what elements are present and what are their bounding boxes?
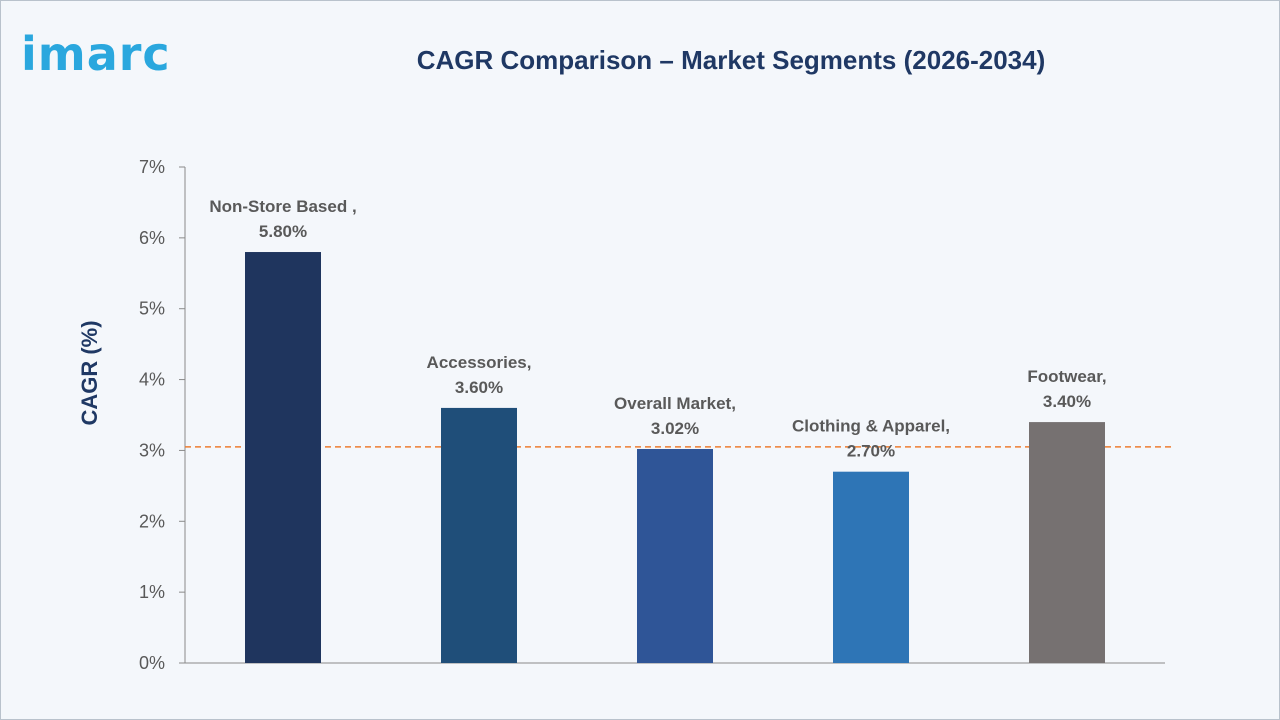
- bar-group: [245, 252, 1105, 663]
- y-tick-label: 3%: [139, 440, 165, 460]
- y-tick-label: 7%: [139, 157, 165, 177]
- data-label-value: 3.60%: [455, 378, 503, 397]
- data-label-value: 3.02%: [651, 419, 699, 438]
- data-label-value: 5.80%: [259, 222, 307, 241]
- bar: [1029, 422, 1105, 663]
- bar: [637, 449, 713, 663]
- y-tick-label: 2%: [139, 511, 165, 531]
- y-tick-label: 4%: [139, 370, 165, 390]
- chart-axes: 0% 1% 2% 3% 4% 5% 6% 7% CAGR (%): [77, 157, 1175, 673]
- y-tick-label: 6%: [139, 228, 165, 248]
- y-tick-label: 1%: [139, 582, 165, 602]
- bar: [833, 471, 909, 663]
- y-axis-title: CAGR (%): [77, 320, 102, 425]
- chart-title: CAGR Comparison – Market Segments (2026-…: [416, 45, 1046, 75]
- imarc-logo: imarc: [21, 27, 171, 81]
- bar: [441, 407, 517, 663]
- data-label-category: Footwear,: [1027, 367, 1106, 386]
- data-label-category: Accessories,: [427, 353, 532, 372]
- data-label-category: Non-Store Based ,: [209, 197, 356, 216]
- data-label-category: Clothing & Apparel,: [792, 417, 950, 436]
- y-tick-label: 0%: [139, 653, 165, 673]
- data-label-group: Non-Store Based , 5.80% Accessories, 3.60% O…: [209, 197, 1106, 461]
- data-label-category: Overall Market,: [614, 394, 736, 413]
- bar: [245, 252, 321, 663]
- y-tick-label: 5%: [139, 299, 165, 319]
- data-label-value: 3.40%: [1043, 392, 1091, 411]
- data-label-value: 2.70%: [847, 442, 895, 461]
